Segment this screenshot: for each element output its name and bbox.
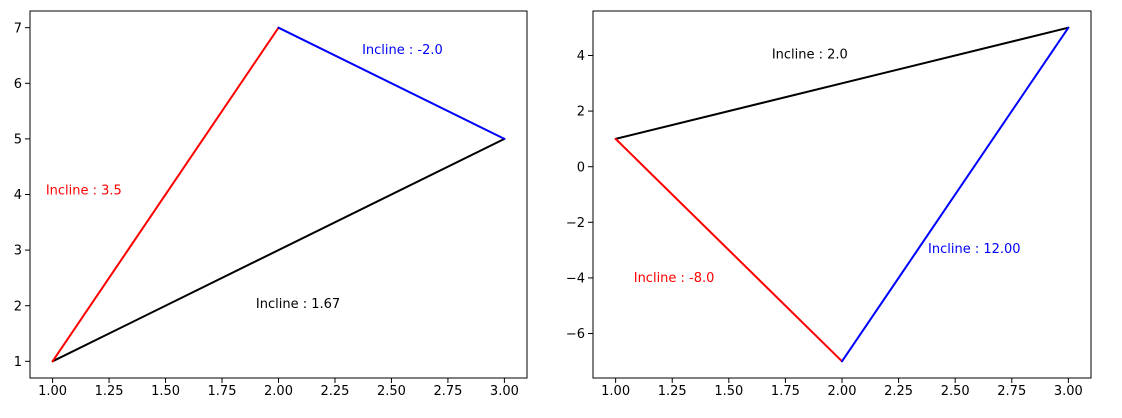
y-tick-label: 0 xyxy=(577,160,585,175)
y-tick-label: 5 xyxy=(14,132,22,147)
y-tick-label: 6 xyxy=(14,77,22,92)
x-tick-label: 2.25 xyxy=(321,384,350,399)
y-tick-label: −2 xyxy=(566,216,585,231)
x-tick-label: 1.50 xyxy=(714,384,743,399)
x-tick-label: 1.75 xyxy=(771,384,800,399)
blue-segment-left xyxy=(277,26,506,140)
x-tick-label: 1.25 xyxy=(658,384,687,399)
incline-annotation: Incline : 12.00 xyxy=(928,242,1021,257)
x-tick-label: 3.00 xyxy=(1054,384,1083,399)
x-tick-label: 2.50 xyxy=(377,384,406,399)
incline-annotation: Incline : -8.0 xyxy=(634,271,715,286)
y-tick-label: 1 xyxy=(14,355,22,370)
black-segment-left xyxy=(51,137,506,363)
x-tick-label: 1.25 xyxy=(95,384,124,399)
blue-segment-right xyxy=(841,26,1070,363)
x-tick-label: 2.75 xyxy=(997,384,1026,399)
x-tick-label: 1.00 xyxy=(38,384,67,399)
red-segment-left xyxy=(51,26,280,363)
x-tick-label: 2.25 xyxy=(884,384,913,399)
y-tick-label: 3 xyxy=(14,244,22,259)
red-segment-right xyxy=(614,137,843,363)
x-tick-label: 2.00 xyxy=(828,384,857,399)
y-tick-label: 4 xyxy=(14,188,22,203)
incline-annotation: Incline : 3.5 xyxy=(46,184,122,199)
y-tick-label: −4 xyxy=(566,272,585,287)
x-tick-label: 1.50 xyxy=(151,384,180,399)
x-tick-label: 2.50 xyxy=(941,384,970,399)
x-tick-label: 3.00 xyxy=(490,384,519,399)
y-tick-label: −6 xyxy=(566,327,585,342)
incline-annotation: Incline : 1.67 xyxy=(256,297,340,312)
x-tick-label: 2.75 xyxy=(433,384,462,399)
black-segment-right xyxy=(614,26,1070,140)
y-tick-label: 2 xyxy=(14,299,22,314)
x-tick-label: 2.00 xyxy=(264,384,293,399)
x-tick-label: 1.00 xyxy=(601,384,630,399)
axes-frame xyxy=(592,10,1092,379)
y-tick-label: 7 xyxy=(14,21,22,36)
incline-annotation: Incline : 2.0 xyxy=(772,47,848,62)
y-tick-label: 4 xyxy=(577,49,585,64)
x-tick-label: 1.75 xyxy=(208,384,237,399)
incline-annotation: Incline : -2.0 xyxy=(362,43,443,58)
y-tick-label: 2 xyxy=(577,105,585,120)
